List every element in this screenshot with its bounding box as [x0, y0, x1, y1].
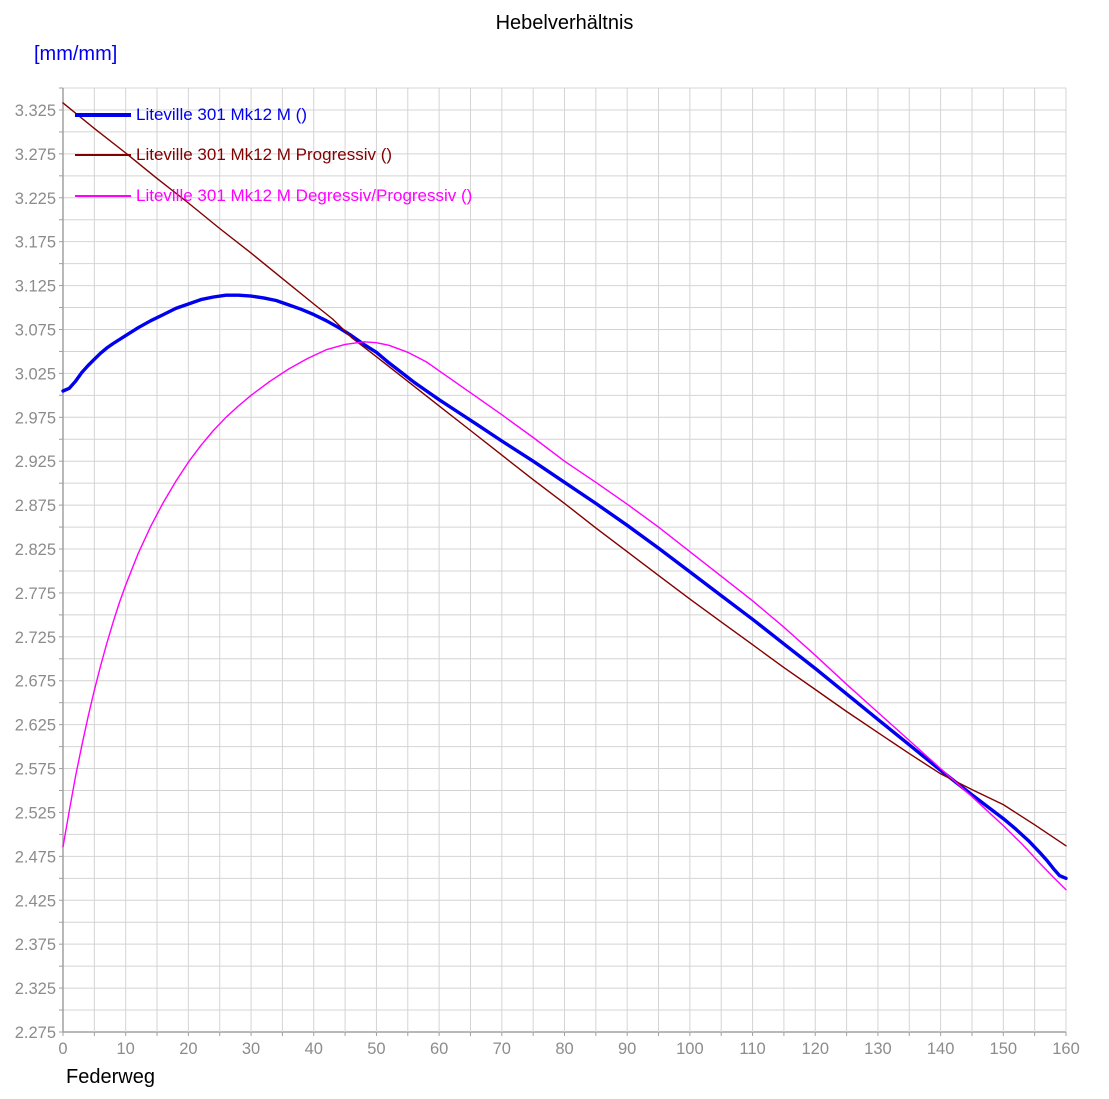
- x-tick-label: 20: [179, 1040, 197, 1058]
- x-tick-label: 40: [305, 1040, 323, 1058]
- x-tick-label: 80: [555, 1040, 573, 1058]
- x-tick-label: 90: [618, 1040, 636, 1058]
- y-tick-label: 3.075: [15, 321, 56, 339]
- legend-line-blue: [75, 113, 131, 117]
- y-tick-label: 2.925: [15, 453, 56, 471]
- y-tick-label: 2.375: [15, 936, 56, 954]
- y-tick-label: 2.325: [15, 980, 56, 998]
- x-tick-label: 50: [367, 1040, 385, 1058]
- y-tick-label: 3.125: [15, 278, 56, 296]
- x-tick-label: 30: [242, 1040, 260, 1058]
- series-line-2: [62, 341, 1067, 891]
- x-tick-label: 130: [864, 1040, 892, 1058]
- y-tick-label: 3.175: [15, 234, 56, 252]
- series-line-1: [62, 102, 1067, 847]
- series-line-0: [61, 293, 1068, 880]
- y-tick-label: 2.675: [15, 673, 56, 691]
- legend-item-series-0: Liteville 301 Mk12 M (): [75, 103, 307, 127]
- legend-line-darkred: [75, 154, 131, 156]
- y-tick-label: 2.575: [15, 761, 56, 779]
- y-tick-label: 2.975: [15, 409, 56, 427]
- legend-item-series-1: Liteville 301 Mk12 M Progressiv (): [75, 143, 392, 167]
- y-tick-label: 2.725: [15, 629, 56, 647]
- x-tick-label: 140: [927, 1040, 955, 1058]
- y-tick-label: 2.275: [15, 1024, 56, 1042]
- y-tick-label: 2.875: [15, 497, 56, 515]
- x-axis-title: Federweg: [66, 1066, 155, 1088]
- y-tick-label: 2.775: [15, 585, 56, 603]
- y-tick-label: 3.275: [15, 146, 56, 164]
- y-tick-label: 2.475: [15, 848, 56, 866]
- x-tick-label: 70: [493, 1040, 511, 1058]
- x-tick-label: 120: [801, 1040, 829, 1058]
- x-tick-label: 60: [430, 1040, 448, 1058]
- y-tick-label: 2.825: [15, 541, 56, 559]
- x-tick-label: 150: [990, 1040, 1018, 1058]
- legend-label-series-2: Liteville 301 Mk12 M Degressiv/Progressi…: [136, 186, 473, 205]
- x-tick-label: 0: [58, 1040, 67, 1058]
- x-tick-label: 100: [676, 1040, 704, 1058]
- legend-label-series-0: Liteville 301 Mk12 M (): [136, 105, 308, 124]
- y-tick-label: 3.325: [15, 102, 56, 120]
- x-tick-label: 160: [1052, 1040, 1080, 1058]
- x-tick-label: 10: [117, 1040, 135, 1058]
- chart-title: Hebelverhältnis: [495, 12, 634, 34]
- y-tick-label: 3.225: [15, 190, 56, 208]
- y-tick-label: 3.025: [15, 365, 56, 383]
- legend-line-magenta: [75, 195, 131, 197]
- y-tick-label: 2.525: [15, 804, 56, 822]
- legend-label-series-1: Liteville 301 Mk12 M Progressiv (): [136, 145, 393, 164]
- x-tick-label: 110: [739, 1040, 765, 1058]
- y-tick-label: 2.425: [15, 892, 56, 910]
- legend-item-series-2: Liteville 301 Mk12 M Degressiv/Progressi…: [75, 184, 472, 208]
- y-tick-label: 2.625: [15, 717, 56, 735]
- y-axis-unit-label: [mm/mm]: [34, 43, 118, 65]
